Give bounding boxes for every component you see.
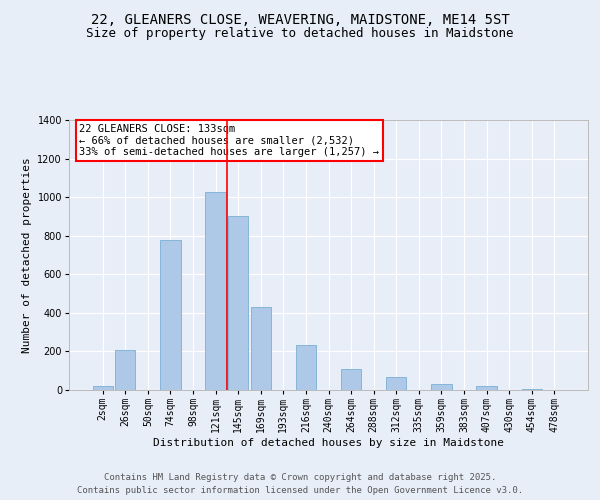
Bar [431,384,452,390]
Text: Contains public sector information licensed under the Open Government Licence v3: Contains public sector information licen… [77,486,523,495]
Bar [341,369,361,390]
Bar [228,216,248,390]
Bar [521,389,542,390]
Bar [296,344,316,390]
Bar [160,240,181,390]
Bar [115,350,136,390]
Bar [476,386,497,390]
Bar [92,386,113,390]
Text: 22 GLEANERS CLOSE: 133sqm
← 66% of detached houses are smaller (2,532)
33% of se: 22 GLEANERS CLOSE: 133sqm ← 66% of detac… [79,124,379,157]
Bar [205,192,226,390]
Text: Size of property relative to detached houses in Maidstone: Size of property relative to detached ho… [86,28,514,40]
Y-axis label: Number of detached properties: Number of detached properties [22,157,32,353]
Bar [386,376,406,390]
Text: Contains HM Land Registry data © Crown copyright and database right 2025.: Contains HM Land Registry data © Crown c… [104,472,496,482]
Text: 22, GLEANERS CLOSE, WEAVERING, MAIDSTONE, ME14 5ST: 22, GLEANERS CLOSE, WEAVERING, MAIDSTONE… [91,12,509,26]
X-axis label: Distribution of detached houses by size in Maidstone: Distribution of detached houses by size … [153,438,504,448]
Bar [251,307,271,390]
